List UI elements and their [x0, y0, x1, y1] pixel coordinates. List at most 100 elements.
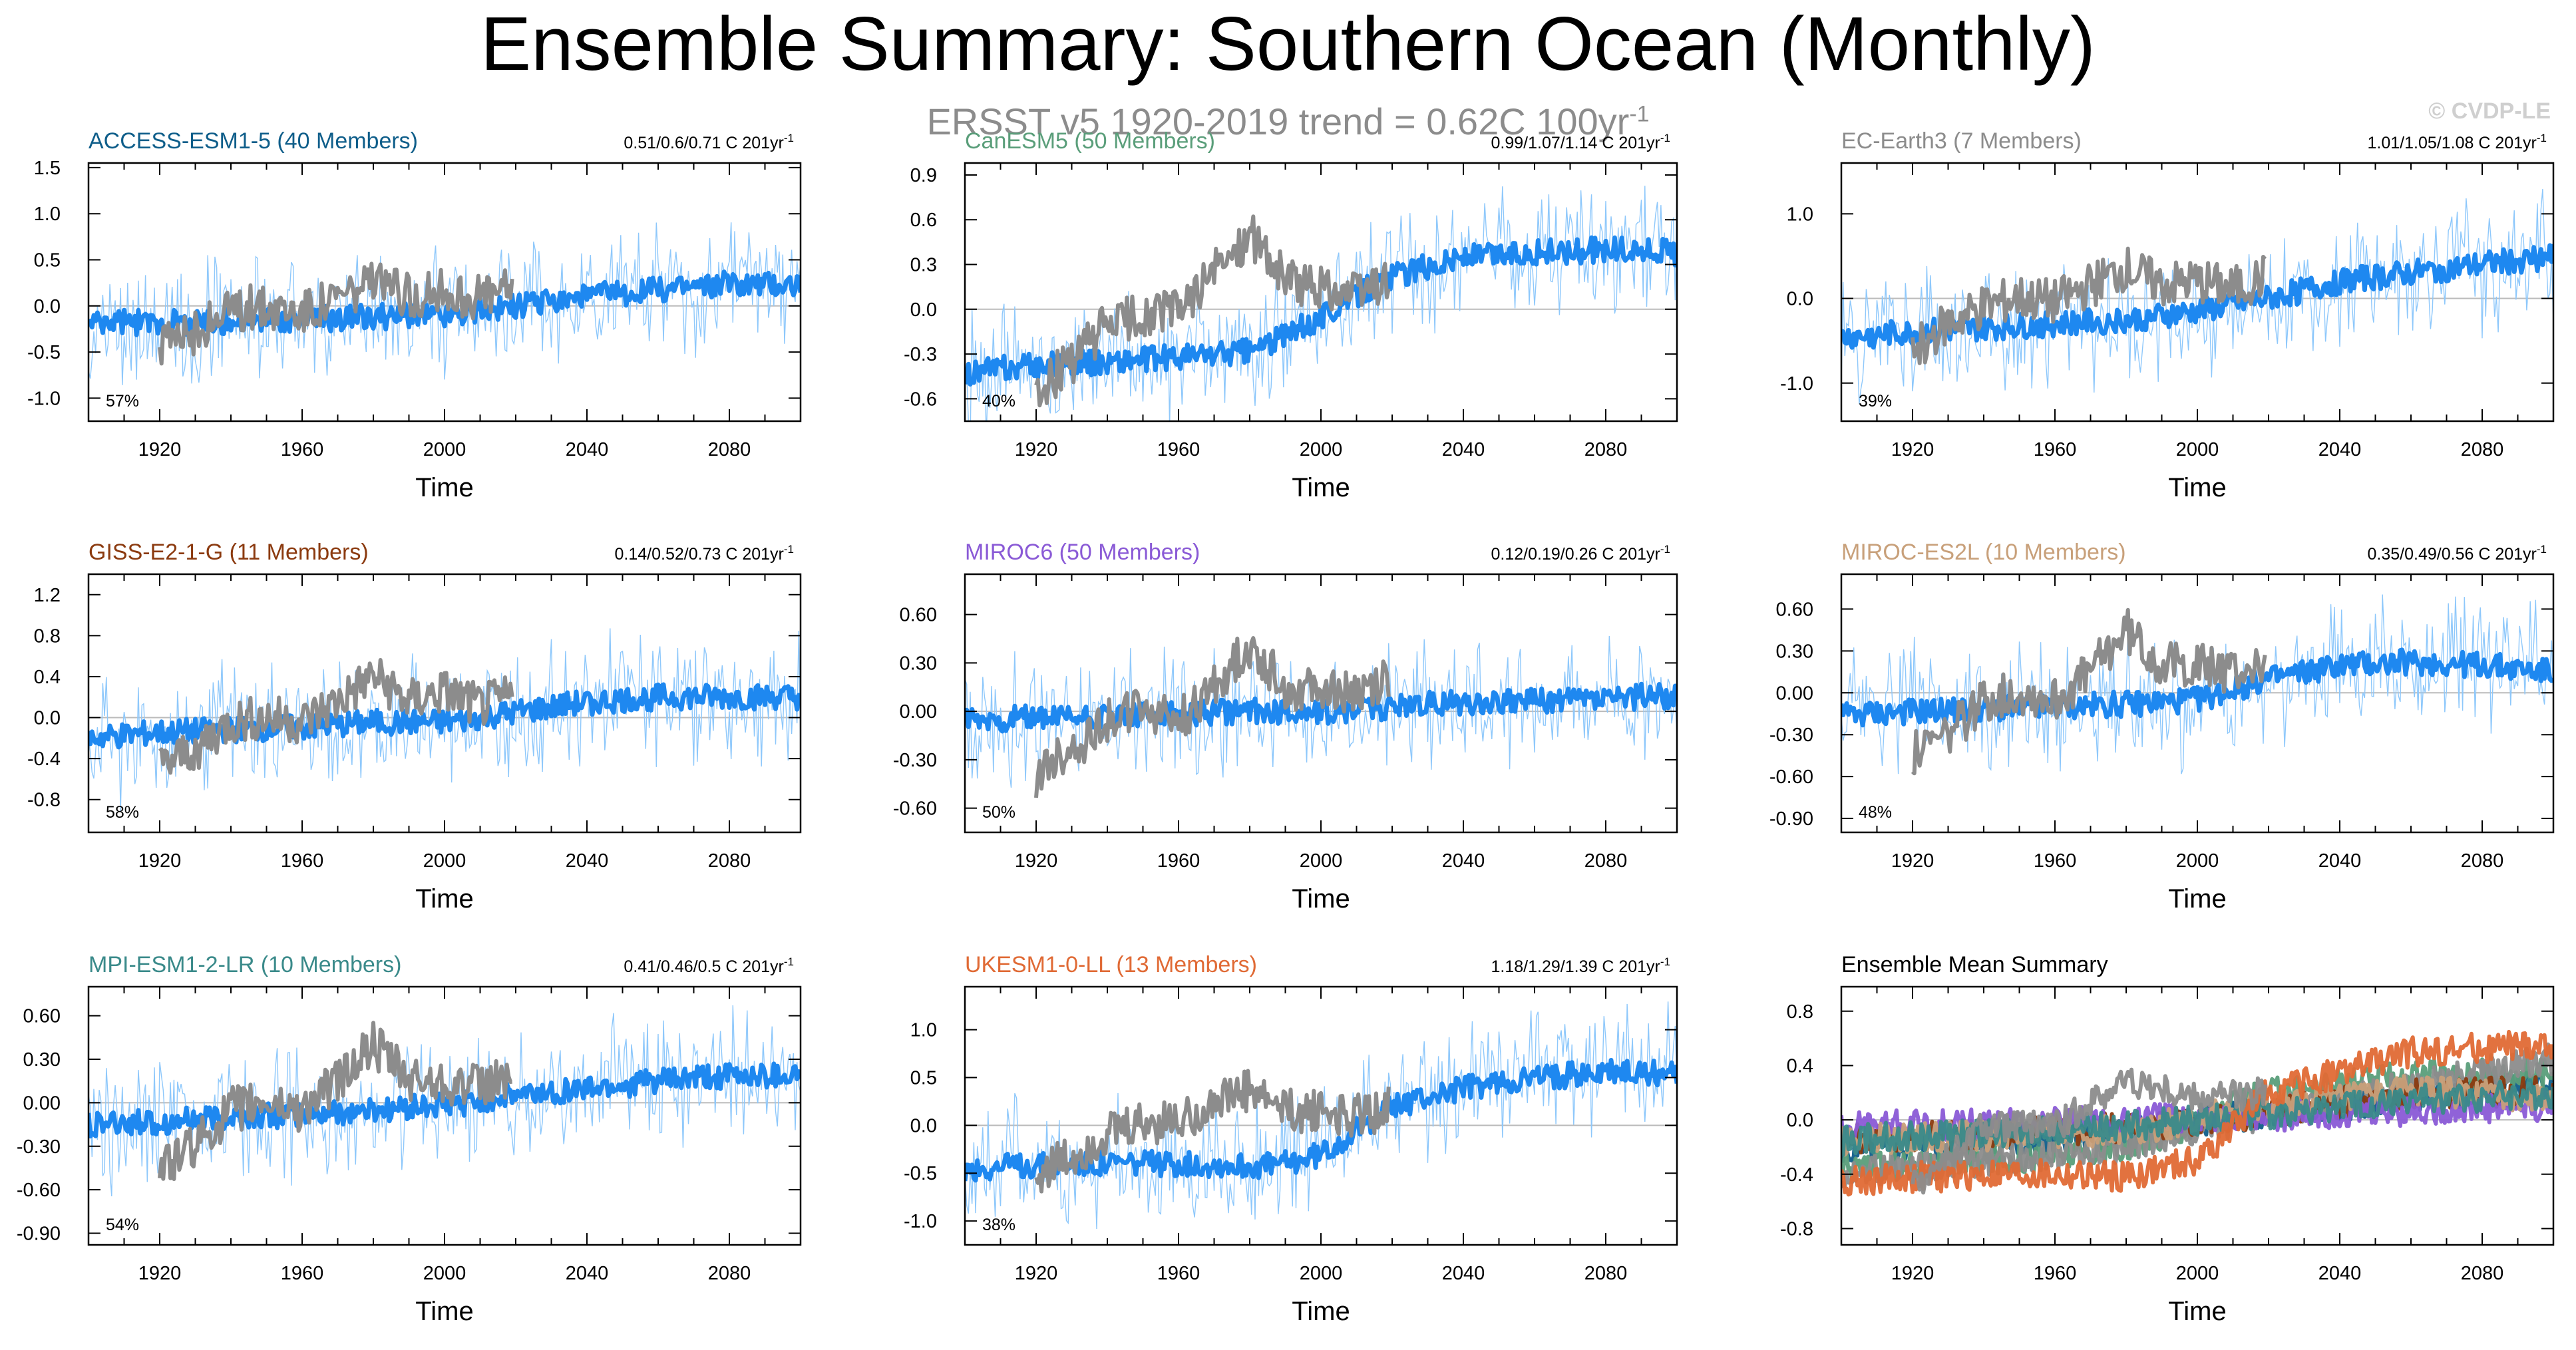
plot-frame [1840, 162, 2555, 422]
x-tick-label: 2080 [2461, 439, 2504, 460]
y-tick-label: 0.00 [23, 1093, 61, 1114]
panel-title: CanESM5 (50 Members) [965, 128, 1215, 154]
y-tick-label: -0.30 [893, 750, 937, 771]
chart-panel-2: CanESM5 (50 Members) 0.99/1.07/1.14 C 201… [904, 128, 1678, 502]
trend-superscript: -1 [2537, 543, 2547, 556]
y-tick-label: 0.0 [1787, 289, 1813, 310]
x-tick-label: 1960 [2034, 439, 2077, 460]
y-tick-label: 0.30 [1776, 641, 1813, 662]
plot-frame [964, 985, 1678, 1246]
y-tick-label: -0.90 [17, 1224, 61, 1245]
trend-superscript: -1 [1660, 132, 1670, 144]
plot-area [965, 1001, 1677, 1230]
trend-superscript: -1 [1660, 955, 1670, 968]
panel-title: GISS-E2-1-G (11 Members) [89, 540, 369, 565]
percent-label: 50% [982, 803, 1015, 822]
x-tick-label: 2040 [566, 1263, 609, 1284]
trend-label: 1.18/1.29/1.39 C 201yr-1 [1491, 955, 1670, 976]
percent-label: 58% [106, 803, 139, 822]
x-tick-label: 1920 [1015, 1263, 1058, 1284]
trend-label: 1.01/1.05/1.08 C 201yr-1 [2368, 132, 2547, 152]
x-tick-label: 2000 [423, 850, 466, 872]
x-tick-label: 1920 [138, 439, 182, 460]
y-tick-label: -0.4 [1780, 1164, 1813, 1186]
panel-title: MIROC6 (50 Members) [965, 540, 1200, 565]
observations-line [1034, 1069, 1391, 1194]
x-tick-label: 2000 [1300, 439, 1343, 460]
x-tick-label: 1960 [1157, 850, 1200, 872]
obs-trend-text: ERSST v5 1920-2019 trend = 0.62C 100yr [926, 100, 1630, 142]
x-tick-label: 1960 [281, 439, 324, 460]
percent-label: 57% [106, 392, 139, 411]
y-tick-label: 0.9 [910, 165, 937, 186]
x-tick-label: 2080 [2461, 1263, 2504, 1284]
y-tick-label: 0.0 [1787, 1110, 1813, 1131]
y-tick-label: 0.0 [34, 296, 61, 317]
x-tick-label: 1920 [138, 1263, 182, 1284]
x-tick-label: 2080 [1584, 850, 1628, 872]
x-tick-label: 1960 [281, 850, 324, 872]
y-tick-label: -0.60 [893, 798, 937, 820]
panel-title: UKESM1-0-LL (13 Members) [965, 952, 1257, 977]
trend-superscript: -1 [784, 132, 794, 144]
panel-title: MIROC-ES2L (10 Members) [1841, 540, 2126, 565]
y-tick-label: 0.6 [910, 210, 937, 231]
observations-line [1034, 636, 1391, 798]
obs-trend-superscript: -1 [1629, 101, 1650, 127]
y-tick-label: 0.8 [1787, 1001, 1813, 1023]
y-tick-label: 0.60 [1776, 599, 1813, 620]
ensemble-mean-line [965, 1058, 1677, 1183]
x-axis-label: Time [1292, 473, 1350, 502]
trend-label: 0.41/0.46/0.5 C 201yr-1 [624, 955, 794, 976]
plot-area [1841, 594, 2553, 776]
x-tick-label: 2000 [2176, 1263, 2219, 1284]
plot-area [89, 1005, 801, 1197]
observations-line [158, 1021, 512, 1181]
plot-area [89, 628, 801, 812]
x-tick-label: 2040 [1442, 439, 1485, 460]
x-tick-label: 2080 [708, 1263, 751, 1284]
observations-line [1911, 607, 2267, 776]
x-tick-label: 1960 [281, 1263, 324, 1284]
x-tick-label: 1920 [1891, 1263, 1934, 1284]
y-tick-label: -0.60 [17, 1180, 61, 1201]
y-tick-label: -1.0 [1780, 373, 1813, 395]
x-tick-label: 2000 [1300, 850, 1343, 872]
x-axis-label: Time [2168, 473, 2226, 502]
x-tick-label: 2000 [1300, 1263, 1343, 1284]
y-tick-label: 1.0 [910, 1020, 937, 1041]
trend-label: 0.51/0.6/0.71 C 201yr-1 [624, 132, 794, 152]
x-axis-label: Time [2168, 1297, 2226, 1326]
y-tick-label: 0.3 [910, 255, 937, 276]
x-tick-label: 2040 [566, 439, 609, 460]
page-title: Ensemble Summary: Southern Ocean (Monthl… [480, 2, 2096, 86]
panel-title: EC-Earth3 (7 Members) [1841, 128, 2082, 154]
y-tick-label: -0.4 [27, 749, 61, 770]
x-tick-label: 2080 [1584, 1263, 1628, 1284]
trend-label: 0.12/0.19/0.26 C 201yr-1 [1491, 543, 1670, 564]
x-tick-label: 2080 [1584, 439, 1628, 460]
x-axis-label: Time [1292, 884, 1350, 914]
y-tick-label: 0.0 [910, 1115, 937, 1136]
plot-area [1841, 189, 2553, 405]
y-tick-label: 0.4 [1787, 1055, 1813, 1077]
x-axis-label: Time [2168, 884, 2226, 914]
trend-label: 0.14/0.52/0.73 C 201yr-1 [615, 543, 794, 564]
ensemble-spread [965, 1001, 1677, 1230]
summary-line-mpi-esm1-2-lr [1841, 1078, 2553, 1157]
plot-frame [87, 573, 802, 834]
x-axis-label: Time [1292, 1297, 1350, 1326]
x-tick-label: 2040 [1442, 850, 1485, 872]
ensemble-spread [89, 628, 801, 812]
y-tick-label: 1.0 [34, 204, 61, 225]
y-tick-label: 0.30 [900, 653, 937, 674]
x-tick-label: 2040 [1442, 1263, 1485, 1284]
y-tick-label: 1.0 [1787, 204, 1813, 225]
x-tick-label: 1920 [1015, 850, 1058, 872]
x-tick-label: 1920 [1891, 850, 1934, 872]
y-tick-label: 1.2 [34, 585, 61, 606]
x-tick-label: 2040 [2318, 850, 2362, 872]
y-tick-label: 0.60 [900, 605, 937, 626]
ensemble-mean-line [1841, 647, 2553, 728]
y-tick-label: -0.5 [27, 342, 61, 363]
